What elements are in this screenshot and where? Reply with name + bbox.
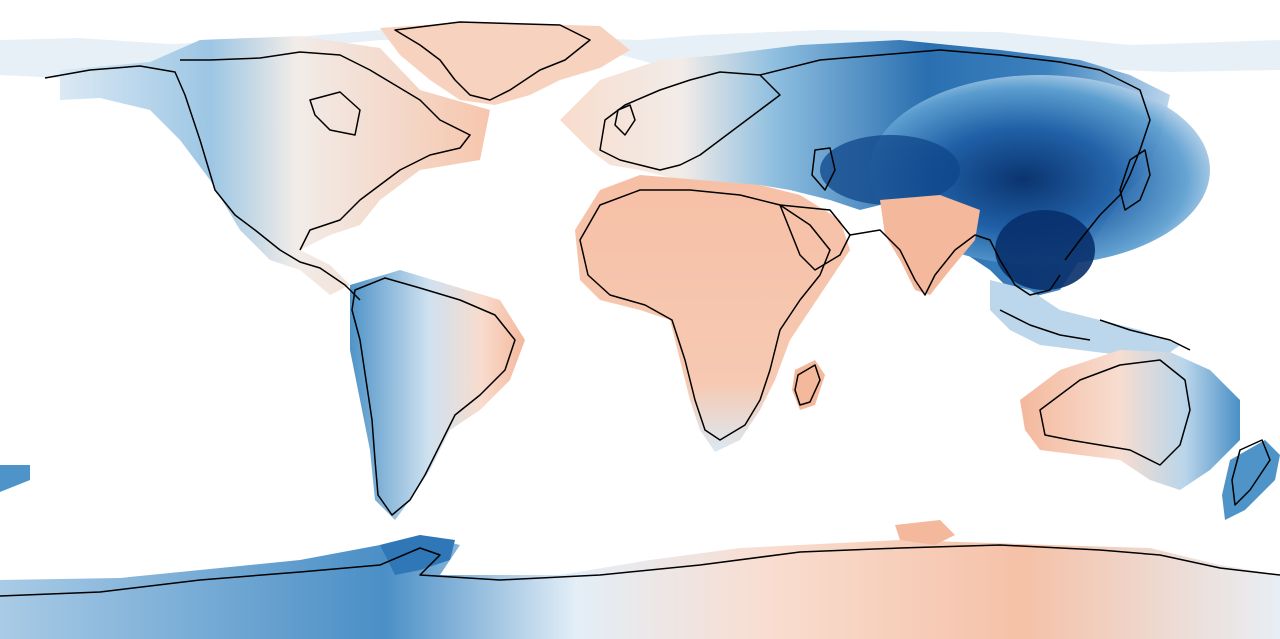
coastline-africa — [579, 189, 831, 441]
coastline-british-isles — [614, 104, 636, 136]
coastlines — [0, 21, 1280, 597]
coastline-europe — [599, 71, 781, 171]
coastline-caspian — [811, 147, 836, 191]
north-america-region — [60, 36, 490, 295]
australia-region — [1020, 350, 1240, 490]
coastline-antarctica — [0, 544, 1280, 597]
coastline-hudson-bay — [309, 91, 361, 136]
coastline-arabia — [779, 204, 851, 271]
southeast-asia-region — [990, 280, 1180, 360]
coastline-madagascar — [794, 364, 821, 406]
coastline-greenland — [394, 21, 591, 101]
coastline-north-america — [44, 51, 471, 301]
south-america-region — [350, 270, 525, 520]
antarctica-region — [0, 535, 1280, 639]
china-south-core — [995, 210, 1095, 290]
west-edge-patch — [0, 465, 30, 492]
africa-region — [575, 175, 850, 452]
new-zealand-region — [1222, 440, 1280, 520]
coastline-new-zealand — [1231, 439, 1271, 506]
coastline-australia — [1039, 359, 1191, 466]
antarctic-peninsula — [380, 535, 455, 575]
india-region — [880, 195, 980, 295]
coastline-asia-south — [849, 229, 1061, 296]
coastline-indonesia — [999, 309, 1191, 351]
coastline-south-america — [351, 277, 516, 516]
greenland-region — [380, 22, 630, 105]
central-asia-core — [820, 135, 960, 205]
coastline-asia-north — [759, 49, 1151, 261]
coastline-japan — [1119, 149, 1151, 211]
antarctic-east-patch — [895, 520, 955, 545]
